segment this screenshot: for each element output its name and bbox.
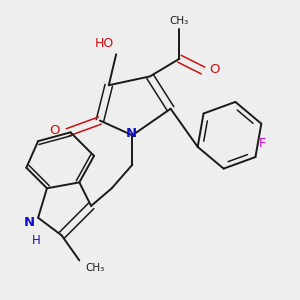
- Text: HO: HO: [95, 37, 114, 50]
- Text: N: N: [24, 216, 35, 229]
- Text: O: O: [50, 124, 60, 137]
- Text: F: F: [259, 137, 266, 150]
- Text: N: N: [125, 127, 136, 140]
- Text: CH₃: CH₃: [170, 16, 189, 26]
- Text: CH₃: CH₃: [85, 263, 104, 273]
- Text: O: O: [209, 62, 219, 76]
- Text: H: H: [32, 234, 41, 247]
